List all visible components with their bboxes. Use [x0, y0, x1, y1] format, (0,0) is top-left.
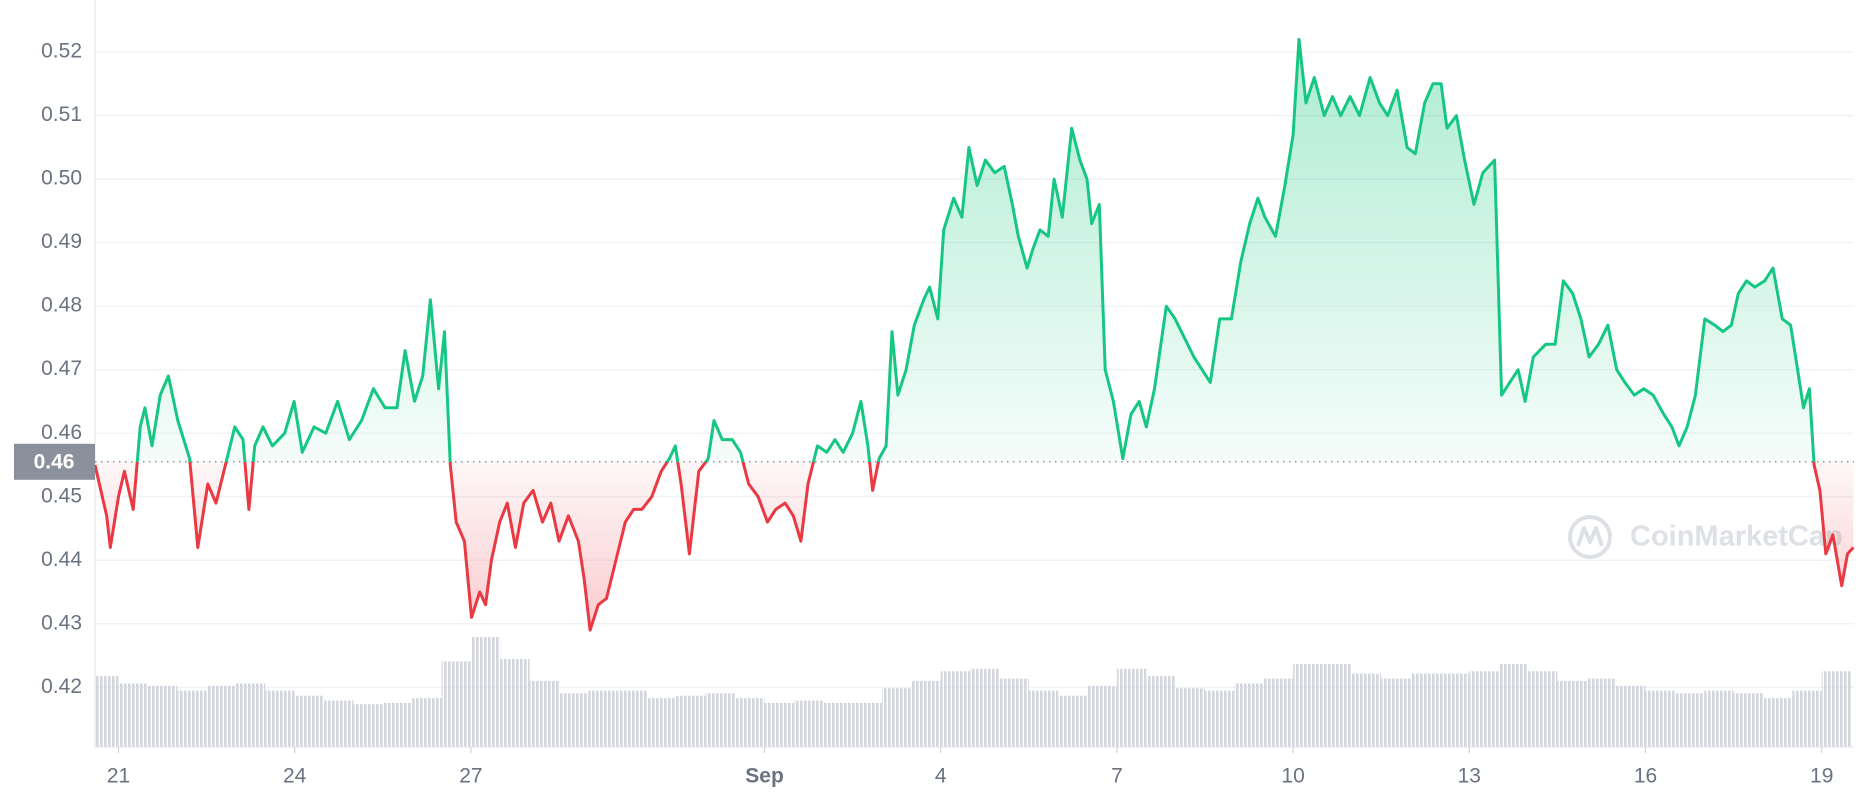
y-tick-label: 0.44: [41, 548, 82, 571]
x-tick-label: Sep: [745, 765, 784, 788]
x-tick-label: 19: [1810, 765, 1833, 788]
price-line: [93, 37, 1855, 632]
volume-bar: [881, 688, 912, 747]
volume-bar: [1821, 671, 1852, 747]
volume-bar: [1704, 690, 1734, 747]
volume-bar: [793, 700, 824, 747]
volume-bar: [235, 683, 266, 747]
volume-bar: [1234, 683, 1264, 747]
volume-bar: [294, 695, 325, 747]
volume-bar: [1792, 690, 1822, 747]
volume-bar: [970, 668, 1000, 747]
volume-bar: [852, 703, 882, 747]
volume-bar: [1146, 676, 1176, 747]
volume-bar: [382, 703, 413, 747]
volume-bar: [324, 700, 354, 747]
volume-bar: [1528, 671, 1558, 747]
volume-bar: [705, 693, 736, 747]
volume-bar: [1175, 688, 1206, 747]
volume-bar: [1733, 693, 1763, 747]
y-tick-label: 0.47: [41, 357, 82, 380]
volume-bar: [764, 703, 794, 747]
y-tick-label: 0.49: [41, 230, 82, 253]
volume-bar: [1410, 673, 1440, 747]
volume-bar: [1322, 663, 1352, 747]
watermark: CoinMarketCap: [1568, 515, 1843, 559]
volume-bar: [647, 698, 677, 747]
baseline-badge: [14, 443, 95, 480]
volume-bar: [940, 671, 971, 747]
volume-bar: [1351, 673, 1382, 747]
volume-bar: [1439, 673, 1470, 747]
price-area: [95, 39, 1854, 631]
volume-bar: [353, 704, 383, 747]
volume-bar: [1058, 695, 1088, 747]
y-tick-label: 0.51: [41, 103, 82, 126]
volume-bar: [95, 676, 119, 747]
y-tick-label: 0.50: [41, 167, 82, 190]
volume-bar: [911, 681, 941, 747]
volume-bar: [470, 637, 501, 747]
volume-bar: [500, 659, 530, 747]
volume-bar: [1557, 681, 1587, 747]
x-tick-label: 16: [1634, 765, 1657, 788]
volume-bar: [177, 690, 207, 747]
volume-bar: [1263, 678, 1294, 747]
volume-bar: [1498, 663, 1529, 747]
y-tick-label: 0.52: [41, 40, 82, 63]
y-tick-label: 0.42: [41, 675, 82, 698]
volume-bar: [735, 698, 765, 747]
x-tick-label: 24: [283, 765, 307, 788]
volume-bar: [265, 690, 295, 747]
volume-bar: [206, 685, 236, 747]
volume-bar: [412, 698, 442, 747]
volume-bar: [1087, 685, 1117, 747]
volume-bar: [617, 690, 648, 747]
volume-bar: [558, 693, 589, 747]
volume-bar: [1028, 690, 1059, 747]
volume-bar: [441, 661, 471, 747]
y-tick-label: 0.43: [41, 611, 82, 634]
volume-bar: [1645, 690, 1675, 747]
volume-bar: [1586, 678, 1617, 747]
volume-bar: [1205, 690, 1235, 747]
volume-bar: [1293, 663, 1323, 747]
volume-bar: [1469, 671, 1499, 747]
volume-bar: [676, 695, 706, 747]
x-tick-label: 21: [107, 765, 130, 788]
x-tick-label: 27: [459, 765, 482, 788]
x-tick-label: 4: [935, 765, 947, 788]
baseline-label: 0.46: [34, 450, 75, 473]
volume-bar: [999, 678, 1029, 747]
volume-bar: [529, 681, 559, 747]
volume-bar: [1381, 678, 1411, 747]
volume-bar: [588, 690, 618, 747]
volume-bar: [1762, 698, 1793, 747]
volume-bar: [823, 703, 853, 747]
volume-bar: [1616, 685, 1646, 747]
volume-bar: [1674, 693, 1705, 747]
volume-bar: [118, 683, 148, 747]
watermark-text: CoinMarketCap: [1630, 521, 1843, 553]
volume-bar: [1116, 668, 1147, 747]
volume-bar: [147, 685, 178, 747]
x-tick-label: 7: [1111, 765, 1123, 788]
x-tick-label: 10: [1281, 765, 1304, 788]
x-tick-label: 13: [1458, 765, 1481, 788]
y-tick-label: 0.48: [41, 294, 82, 317]
y-tick-label: 0.46: [41, 421, 82, 444]
y-tick-label: 0.45: [41, 484, 82, 507]
